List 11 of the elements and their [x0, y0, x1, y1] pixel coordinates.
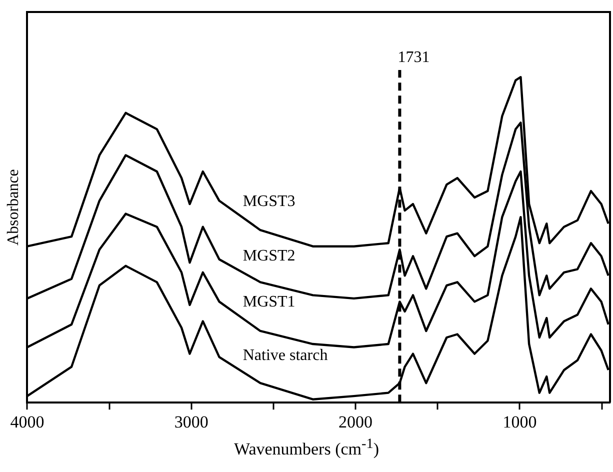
- series-label: MGST1: [242, 294, 296, 311]
- x-axis-title: Wavenumbers (cm$^{-1}$): [233, 436, 380, 460]
- x-tick-label: 3000: [174, 412, 208, 432]
- x-tick-label: 1000: [502, 412, 537, 432]
- ref-line-label: 1731: [398, 49, 430, 66]
- y-axis-title: Absorbance: [4, 169, 22, 246]
- x-tick-label: 4000: [10, 412, 44, 432]
- series-label: Native starch: [242, 347, 328, 364]
- x-tick-label: 2000: [338, 412, 373, 432]
- series-label: MGST2: [242, 248, 296, 265]
- series-label: MGST3: [242, 192, 296, 210]
